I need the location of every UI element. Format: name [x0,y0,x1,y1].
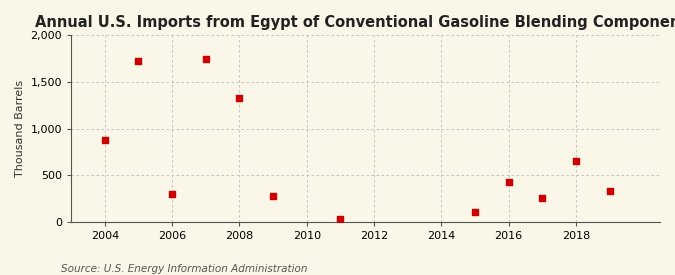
Point [570,159,581,163]
Point [537,196,547,201]
Text: Source: U.S. Energy Information Administration: Source: U.S. Energy Information Administ… [61,264,307,274]
Point [133,59,144,63]
Point [470,210,481,214]
Point [268,194,279,198]
Point [503,180,514,184]
Point [234,96,245,100]
Point [167,192,178,196]
Point [99,138,110,142]
Point [604,189,615,194]
Y-axis label: Thousand Barrels: Thousand Barrels [15,80,25,177]
Point [335,217,346,221]
Title: Annual U.S. Imports from Egypt of Conventional Gasoline Blending Components: Annual U.S. Imports from Egypt of Conven… [35,15,675,30]
Point [200,56,211,61]
